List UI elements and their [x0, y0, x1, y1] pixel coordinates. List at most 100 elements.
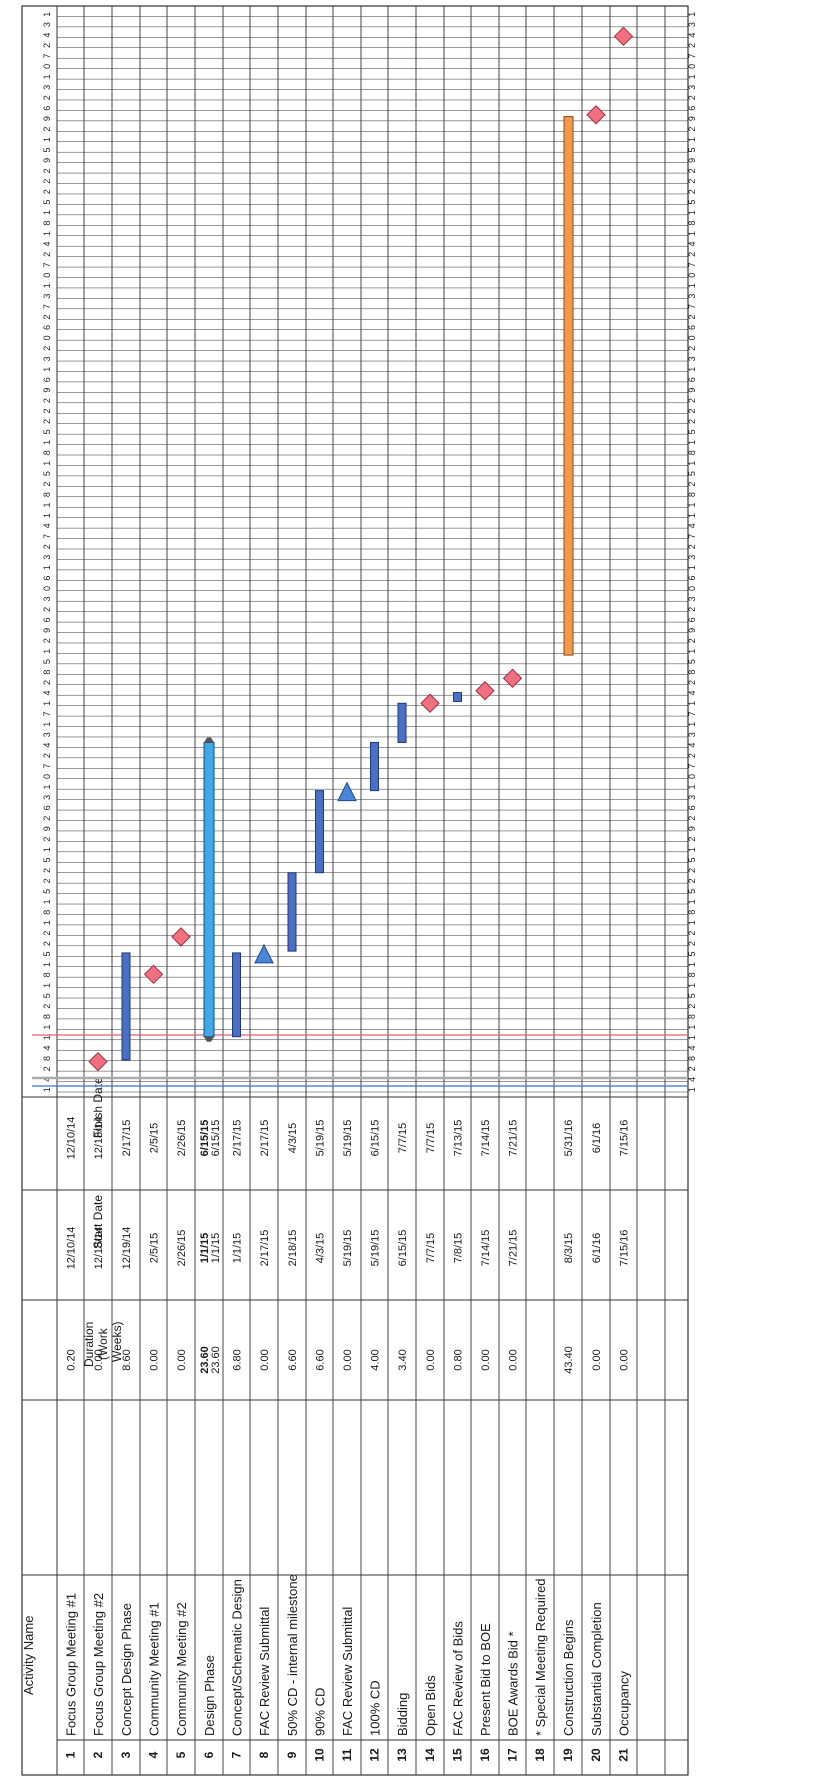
finish-date: 7/7/15	[397, 1123, 409, 1154]
timeline-tick-label-top: 1	[42, 461, 52, 466]
duration-value: 43.40	[563, 1346, 575, 1374]
header-finish-date: Finish Date	[91, 1077, 105, 1138]
timeline-tick-label-bottom: 4	[687, 1046, 697, 1051]
timeline-tick-label-top: 1	[42, 847, 52, 852]
timeline-tick-label-top: 2	[42, 816, 52, 821]
timeline-tick-label-top: 1	[42, 962, 52, 967]
timeline-tick-label-bottom: 7	[687, 711, 697, 716]
timeline-tick-label-top: 1	[42, 12, 52, 17]
timeline-tick-label-bottom: 1	[687, 649, 697, 654]
activity-row: 19 Construction Begins 43.40 8/3/15 5/31/16	[561, 1120, 576, 1762]
timeline-tick-label-bottom: 3	[687, 356, 697, 361]
start-date: 5/19/15	[342, 1230, 354, 1267]
timeline-tick-label-bottom: 8	[687, 1014, 697, 1019]
timeline-tick-label-bottom: 1	[687, 784, 697, 789]
timeline-tick-label-top: 5	[42, 889, 52, 894]
timeline-tick-label-top: 3	[42, 85, 52, 90]
activity-name: Design Phase	[202, 1655, 217, 1736]
summary-bar-cap	[204, 737, 214, 743]
timeline-tick-label-bottom: 3	[687, 22, 697, 27]
timeline-tick-label-top: 8	[42, 450, 52, 455]
timeline-tick-label-top: 1	[42, 503, 52, 508]
timeline-tick-label-top: 8	[42, 1014, 52, 1019]
activity-name: 90% CD	[313, 1688, 328, 1736]
activity-name: Community Meeting #1	[147, 1602, 162, 1736]
timeline-tick-label-bottom: 2	[687, 168, 697, 173]
timeline-tick-label-bottom: 9	[687, 116, 697, 121]
timeline-tick-label-top: 7	[42, 262, 52, 267]
timeline-tick-label-top: 3	[42, 555, 52, 560]
timeline-tick-label-top: 2	[42, 346, 52, 351]
timeline-tick-label-bottom: 9	[687, 388, 697, 393]
timeline-tick-label-bottom: 2	[687, 607, 697, 612]
timeline-tick-label-bottom: 6	[687, 106, 697, 111]
timeline-tick-label-top: 2	[42, 189, 52, 194]
timeline-tick-label-bottom: 5	[687, 429, 697, 434]
activity-name: Occupancy	[617, 1670, 632, 1736]
activity-name: Bidding	[395, 1693, 410, 1736]
summary-bar-cap	[204, 1036, 214, 1042]
activity-name: Focus Group Meeting #1	[64, 1593, 79, 1736]
timeline-tick-label-top: 1	[42, 210, 52, 215]
row-id: 9	[285, 1751, 299, 1758]
timeline-tick-label-top: 2	[42, 419, 52, 424]
timeline-tick-label-bottom: 2	[687, 43, 697, 48]
activity-row: 18 * Special Meeting Required	[533, 1578, 548, 1761]
start-date: 2/26/15	[176, 1230, 188, 1267]
timeline-tick-label-top: 8	[42, 1056, 52, 1061]
timeline-tick-label-top: 1	[42, 231, 52, 236]
timeline-tick-label-top: 1	[42, 565, 52, 570]
timeline-tick-label-top: 2	[42, 168, 52, 173]
timeline-tick-label-bottom: 1	[687, 513, 697, 518]
activity-row: 8 FAC Review Submittal 0.00 2/17/15 2/17/15	[257, 1120, 272, 1759]
timeline-tick-label-top: 2	[42, 409, 52, 414]
milestone-diamond	[420, 693, 440, 713]
activity-row: 3 Concept Design Phase 8.60 12/19/14 2/17/15	[119, 1120, 134, 1759]
timeline-tick-label-top: 5	[42, 200, 52, 205]
timeline-tick-label-bottom: 2	[687, 189, 697, 194]
timeline-tick-label-top: 6	[42, 805, 52, 810]
finish-date: 6/15/15	[199, 1120, 211, 1157]
timeline: 1 1 4 4 2 2 8 8 4 4 1 1 1 1 8 8 2 2 5 5 1 1 8 8 1 1 5 5 2 2 2 2 1 1 8 8 1 1 5 5…	[42, 12, 697, 1093]
timeline-tick-label-top: 2	[42, 837, 52, 842]
timeline-tick-label-top: 2	[42, 315, 52, 320]
duration-value: 0.80	[453, 1349, 465, 1370]
row-id: 2	[91, 1751, 105, 1758]
duration-value: 3.40	[397, 1349, 409, 1370]
timeline-tick-label-top: 2	[42, 638, 52, 643]
timeline-tick-label-bottom: 4	[687, 33, 697, 38]
timeline-tick-label-top: 5	[42, 471, 52, 476]
timeline-tick-label-bottom: 8	[687, 910, 697, 915]
timeline-tick-label-bottom: 2	[687, 1066, 697, 1071]
duration-value: 8.60	[121, 1349, 133, 1370]
timeline-tick-label-bottom: 8	[687, 670, 697, 675]
activity-row: 12 100% CD 4.00 5/19/15 6/15/15	[368, 1120, 383, 1762]
gantt-bars	[32, 26, 688, 1087]
timeline-tick-label-bottom: 8	[687, 450, 697, 455]
timeline-tick-label-top: 2	[42, 252, 52, 257]
header-duration-line2: (Work	[96, 1327, 110, 1360]
timeline-tick-label-bottom: 2	[687, 544, 697, 549]
timeline-tick-label-top: 4	[42, 1077, 52, 1082]
activity-row: 14 Open Bids 0.00 7/7/15 7/7/15	[423, 1123, 438, 1762]
finish-date: 2/26/15	[176, 1120, 188, 1157]
header-activity-name: Activity Name	[21, 1616, 36, 1695]
timeline-tick-label-top: 7	[42, 711, 52, 716]
activity-row: 5 Community Meeting #2 0.00 2/26/15 2/26/15	[174, 1120, 189, 1759]
grid-layer	[21, 5, 689, 1776]
timeline-tick-label-bottom: 2	[687, 398, 697, 403]
timeline-tick-label-top: 5	[42, 659, 52, 664]
start-date: 12/10/14	[66, 1227, 78, 1270]
timeline-tick-label-top: 3	[42, 22, 52, 27]
submittal-triangle	[337, 781, 357, 802]
timeline-tick-label-bottom: 1	[687, 210, 697, 215]
timeline-tick-label-top: 6	[42, 377, 52, 382]
milestone-diamond	[88, 1051, 108, 1072]
timeline-tick-label-bottom: 5	[687, 659, 697, 664]
timeline-tick-label-top: 1	[42, 722, 52, 727]
timeline-tick-label-top: 9	[42, 826, 52, 831]
timeline-tick-label-bottom: 1	[687, 283, 697, 288]
timeline-tick-label-bottom: 6	[687, 377, 697, 382]
timeline-tick-label-top: 8	[42, 972, 52, 977]
